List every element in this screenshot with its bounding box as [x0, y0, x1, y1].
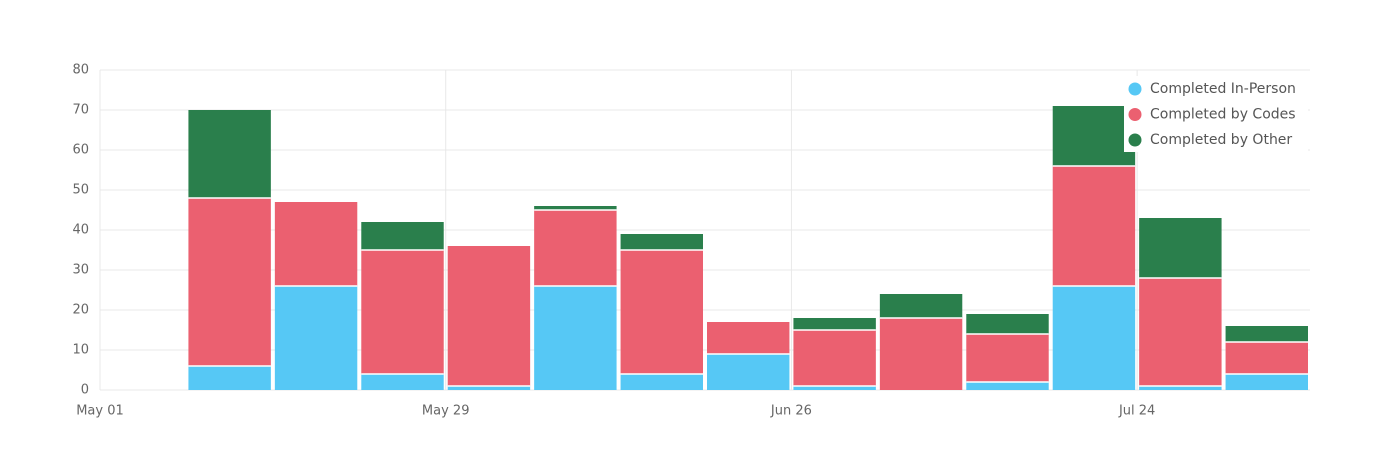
bar-segment	[620, 374, 703, 390]
bar-segment	[793, 330, 876, 386]
bar-segment	[1052, 106, 1136, 166]
y-tick-label: 10	[72, 343, 89, 358]
y-tick-label: 20	[72, 303, 89, 318]
bar-segment	[1225, 374, 1308, 390]
legend-swatch	[1128, 108, 1142, 121]
bar-segment	[534, 286, 617, 390]
bar-segment	[1052, 166, 1136, 286]
y-tick-label: 30	[72, 263, 89, 278]
bar-segment	[793, 386, 876, 390]
bar-segment	[534, 210, 617, 286]
bar-segment	[1225, 326, 1308, 342]
legend-label: Completed by Codes	[1150, 107, 1296, 123]
bar-segment	[274, 286, 358, 390]
bar-segment	[966, 314, 1049, 334]
y-tick-label: 70	[72, 103, 89, 118]
bar-segment	[361, 250, 444, 374]
x-tick-label: Jul 24	[1118, 404, 1155, 419]
bar-segment	[274, 202, 358, 286]
bar-segment	[1225, 342, 1308, 374]
x-tick-label: May 29	[422, 404, 470, 419]
bar-segment	[447, 386, 531, 390]
legend-swatch	[1128, 133, 1142, 147]
bar-segment	[966, 334, 1049, 382]
y-tick-label: 50	[72, 183, 89, 198]
legend-background	[1124, 76, 1308, 152]
bar-segment	[188, 110, 271, 198]
y-tick-label: 0	[81, 383, 89, 398]
bar-segment	[188, 198, 271, 366]
bar-segment	[188, 366, 271, 390]
legend-label: Completed In-Person	[1150, 81, 1296, 97]
bar-segment	[620, 250, 703, 374]
bar-segment	[879, 294, 963, 318]
bar-segment	[620, 234, 703, 250]
bar-segment	[793, 318, 876, 330]
bar-segment	[1052, 286, 1136, 390]
bar-segment	[361, 222, 444, 250]
bar-segment	[966, 382, 1049, 390]
bar-segment	[1139, 278, 1222, 386]
bar-segment	[361, 374, 444, 390]
y-tick-label: 60	[72, 143, 89, 158]
bar-segment	[534, 206, 617, 210]
y-tick-label: 80	[72, 63, 89, 78]
bar-segment	[1139, 218, 1222, 278]
x-tick-label: Jun 26	[770, 404, 812, 419]
legend: Completed In-Person Completed by Codes Com…	[1124, 76, 1308, 152]
legend-label: Completed by Other	[1150, 132, 1292, 148]
y-tick-label: 40	[72, 223, 89, 238]
bar-segment	[707, 354, 790, 390]
bar-segment	[707, 322, 790, 354]
bar-segment	[447, 246, 531, 386]
bar-segment	[879, 318, 963, 390]
bar-segment	[1139, 386, 1222, 390]
x-tick-label: May 01	[76, 404, 124, 419]
legend-swatch	[1128, 82, 1142, 96]
